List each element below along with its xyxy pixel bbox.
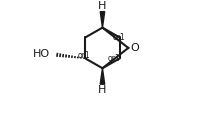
Text: HO: HO [32,49,50,59]
Polygon shape [100,68,105,84]
Text: O: O [130,43,139,53]
Text: H: H [98,85,107,95]
Text: or1: or1 [78,51,90,60]
Polygon shape [100,12,105,28]
Text: or1: or1 [112,33,125,42]
Text: or1: or1 [107,54,120,63]
Text: H: H [98,1,107,10]
